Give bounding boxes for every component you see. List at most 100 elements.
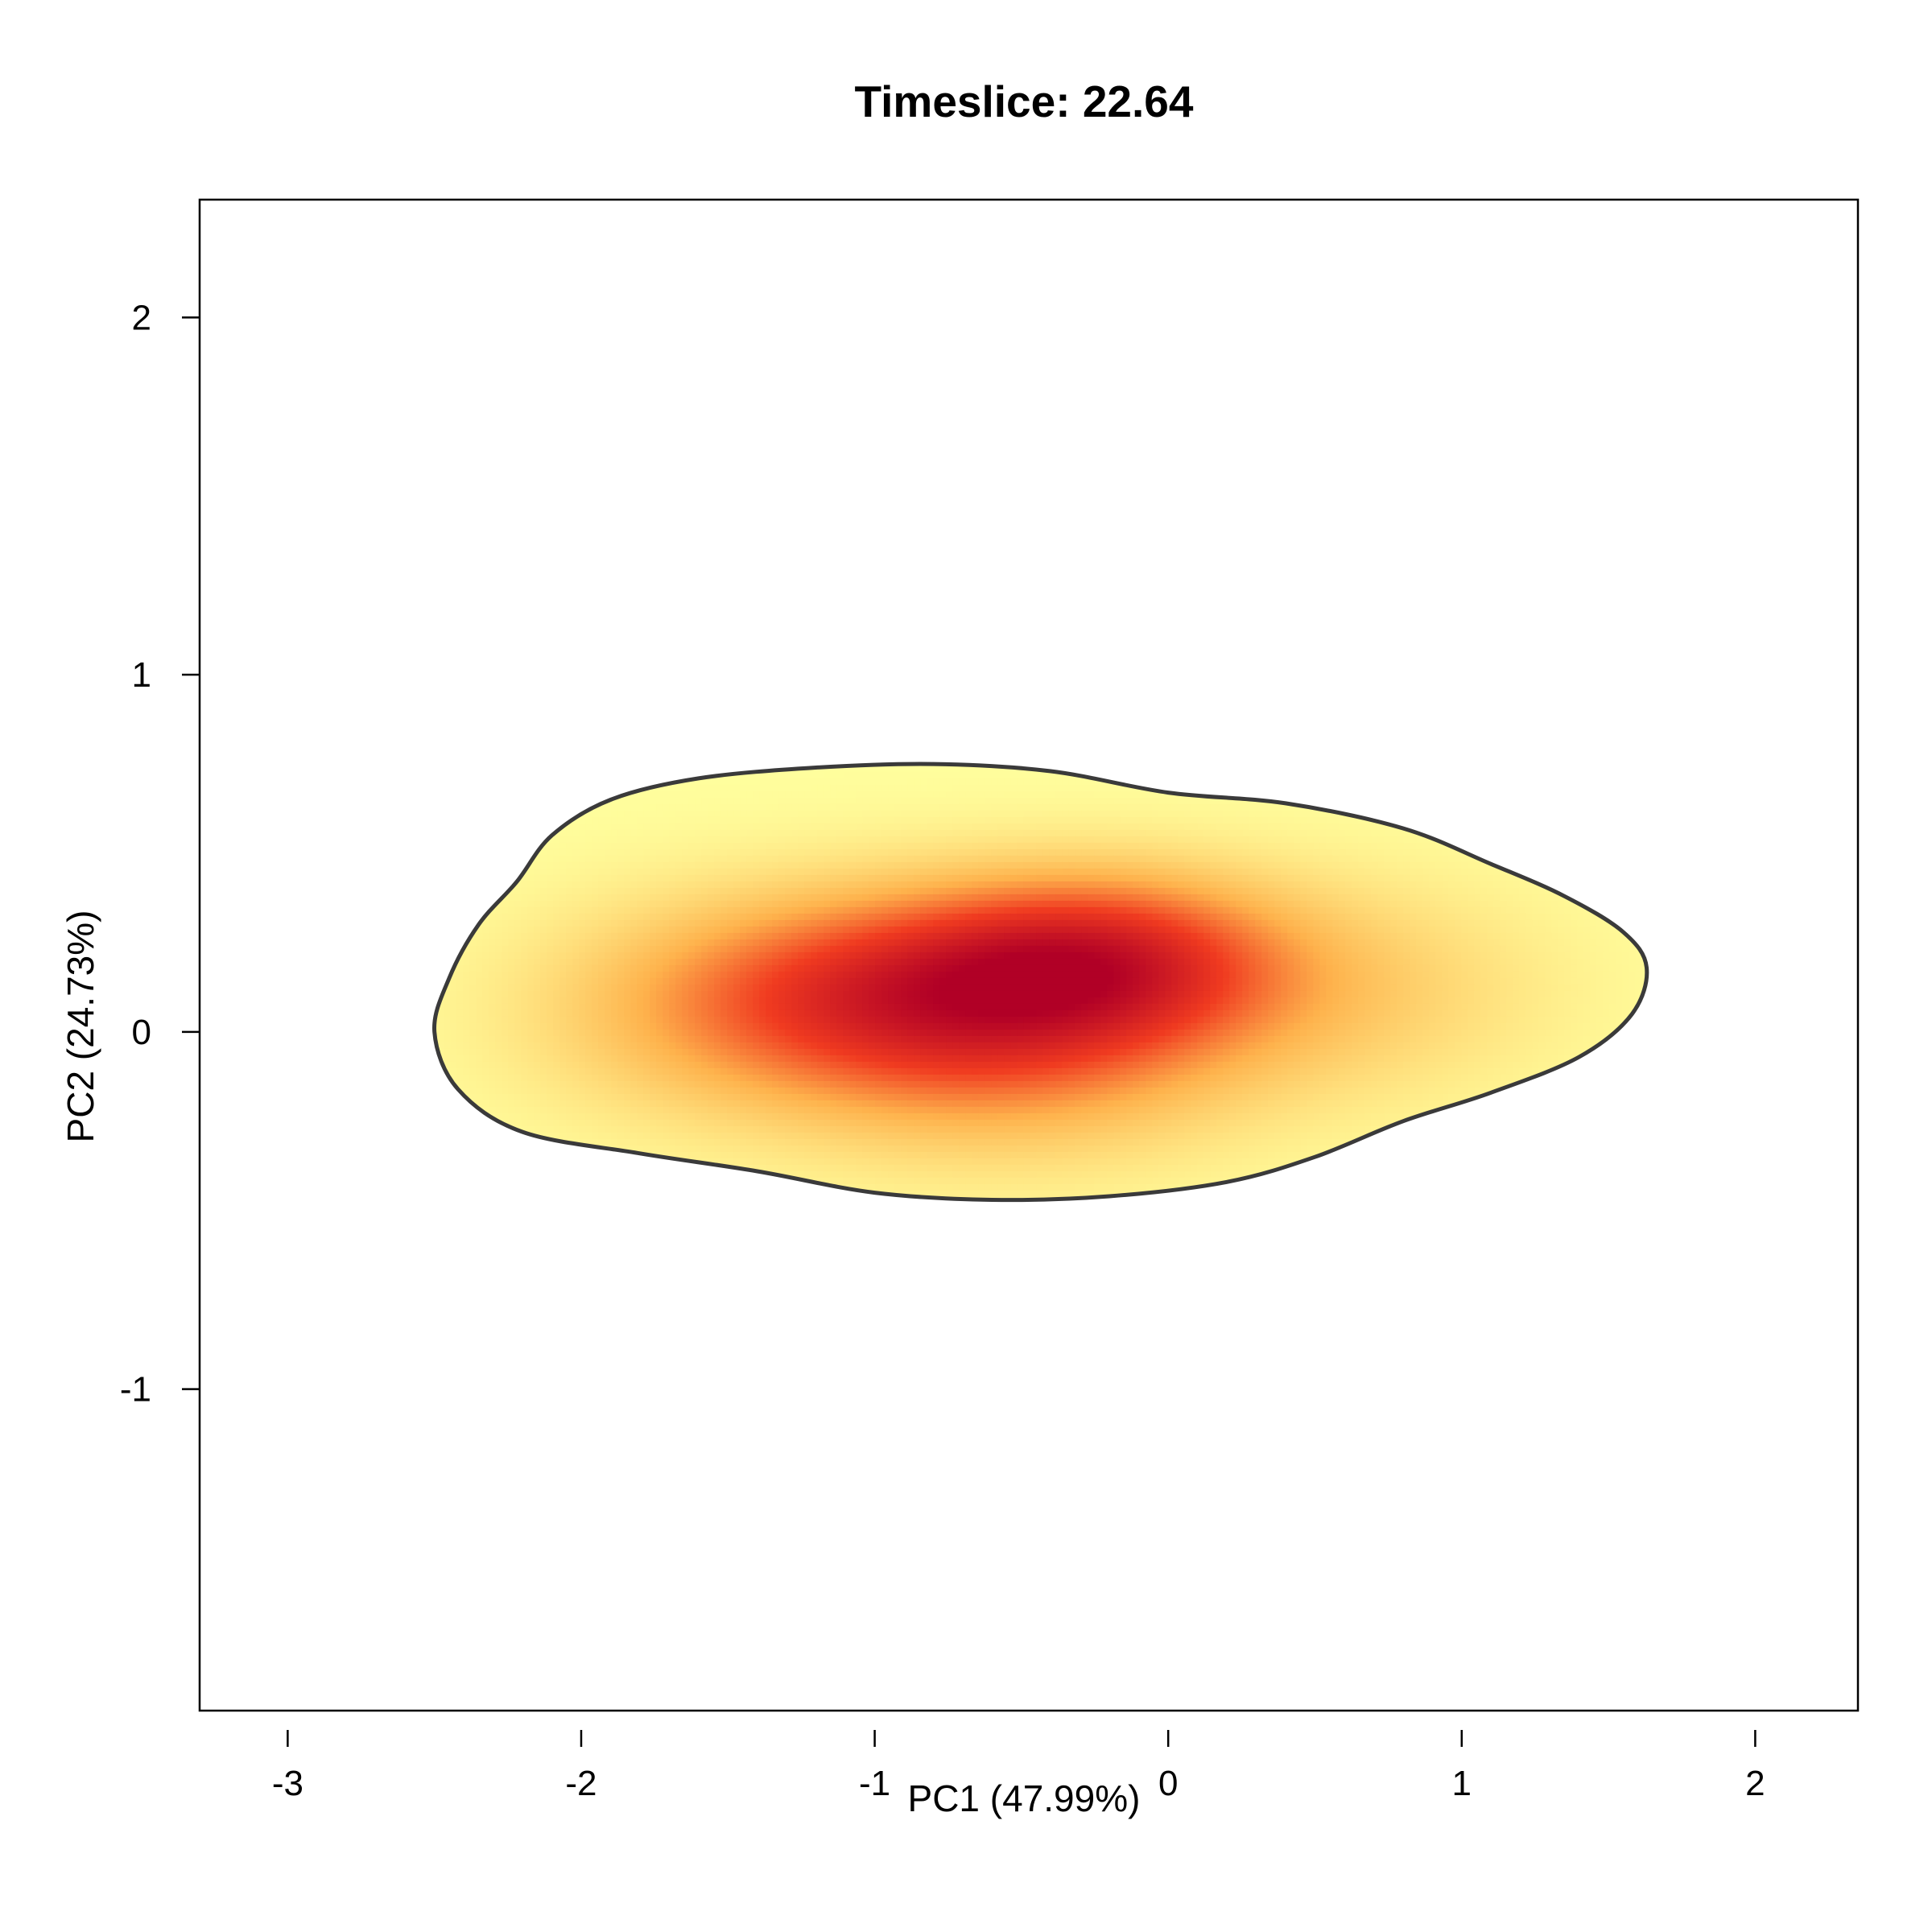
heat-cell [1287,874,1294,882]
heat-cell [856,823,863,831]
heat-cell [637,900,644,908]
heat-cell [1120,753,1127,760]
heat-cell [1203,778,1211,786]
heat-cell [624,829,631,837]
heat-cell [888,816,895,824]
heat-cell [656,868,663,876]
heat-cell [585,906,592,914]
heat-cell [1042,829,1050,837]
heat-cell [1107,887,1114,895]
heat-cell [444,887,451,895]
heat-cell [1583,765,1591,773]
heat-cell [1281,874,1288,882]
heat-cell [1017,784,1024,792]
heat-cell [1255,887,1262,895]
heat-cell [804,810,811,818]
heat-cell [405,811,412,818]
heat-cell [1622,784,1629,792]
heat-cell [1364,887,1372,895]
heat-cell [1068,791,1075,799]
heat-cell [411,798,419,805]
heat-cell [1326,771,1333,779]
heat-cell [952,784,960,792]
heat-cell [1326,855,1333,863]
heat-cell [1313,797,1320,805]
heat-cell [1629,778,1636,786]
heat-cell [1506,881,1513,889]
heat-cell [630,906,638,914]
heat-cell [1519,746,1526,753]
heat-cell [1384,753,1391,760]
heat-cell [1332,797,1340,805]
heat-cell [1287,816,1294,824]
heat-cell [1197,836,1204,844]
heat-cell [1641,810,1647,818]
heat-cell [1229,763,1236,766]
heat-cell [688,816,696,824]
heat-cell [463,810,470,818]
heat-cell [1345,784,1352,792]
heat-cell [521,906,528,914]
heat-cell [1448,784,1455,792]
heat-cell [624,765,631,773]
heat-cell [1216,746,1224,753]
heat-cell [605,874,612,882]
heat-cell [946,823,953,831]
heat-cell [617,823,625,831]
heat-cell [437,784,444,792]
heat-cell [1004,803,1011,811]
heat-cell [1223,842,1230,850]
heat-cell [1094,855,1101,863]
heat-cell [766,836,773,844]
heat-cell [1577,881,1584,889]
heat-cell [405,856,412,863]
heat-cell [791,753,799,760]
heat-cell [1261,829,1269,837]
heat-cell [1255,874,1262,882]
heat-cell [444,763,451,766]
heat-cell [959,753,966,760]
heat-cell [1081,861,1088,869]
heat-cell [1004,874,1011,882]
heat-cell [1377,900,1385,908]
heat-cell [1525,829,1533,837]
heat-cell [605,763,612,766]
heat-cell [778,810,786,818]
heat-cell [534,784,541,792]
heat-cell [1519,842,1526,850]
heat-cell [1551,753,1558,760]
heat-cell [1133,829,1140,837]
heat-cell [1468,887,1475,895]
heat-cell [1120,829,1127,837]
heat-cell [1158,803,1166,811]
heat-cell [875,771,882,779]
heat-cell [1558,861,1565,869]
heat-cell [482,797,489,805]
heat-cell [1474,765,1481,773]
heat-cell [1023,848,1030,857]
heat-cell [1429,784,1436,792]
heat-cell [830,803,837,811]
heat-cell [1609,803,1616,811]
heat-cell [572,868,580,876]
heat-cell [1538,797,1546,805]
heat-cell [605,900,612,908]
heat-cell [798,842,805,850]
heat-cell [476,765,483,773]
heat-cell [875,784,882,792]
heat-cell [1609,881,1616,889]
heat-cell [1152,836,1159,844]
heat-cell [811,868,818,876]
heat-cell [1629,810,1636,818]
heat-cell [463,771,470,779]
heat-cell [1017,855,1024,863]
heat-cell [1184,816,1191,824]
heat-cell [1352,900,1359,908]
heat-cell [540,765,547,773]
heat-cell [939,797,947,805]
heat-cell [1036,797,1043,805]
heat-cell [811,746,818,753]
heat-cell [1178,810,1185,818]
heat-cell [1448,900,1455,908]
heat-cell [1319,887,1327,895]
